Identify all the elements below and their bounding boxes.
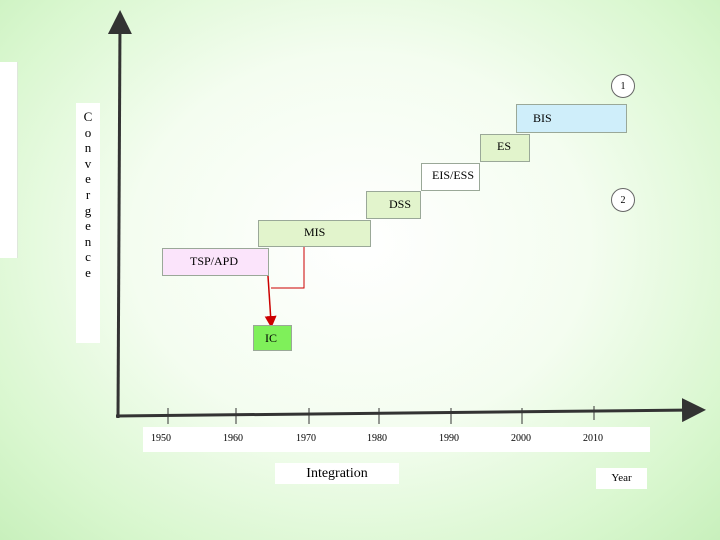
integration-label: Integration (275, 463, 399, 484)
y-letter: C (83, 109, 93, 124)
tsp-ic-arrow (264, 275, 277, 328)
stage-eis-ess: EIS/ESS (421, 163, 480, 191)
stage-tsp-apd-label: TSP/APD (190, 254, 239, 268)
y-letter: n (84, 233, 92, 249)
tick-label-1960: 1960 (223, 433, 243, 444)
stage-es: ES (480, 134, 530, 162)
tick-label-1950: 1950 (151, 433, 171, 444)
tick-label-1980: 1980 (367, 433, 387, 444)
marker-1: 1 (611, 74, 635, 98)
x-ticks (167, 406, 595, 424)
y-letter: o (84, 124, 92, 140)
stage-mis-label: MIS (304, 225, 326, 239)
y-letter: e (85, 218, 91, 234)
y-letter: g (84, 202, 92, 218)
stage-mis: MIS (258, 220, 371, 247)
mis-ic-connector (271, 246, 305, 289)
x-axis-line (115, 398, 706, 423)
side-strip (0, 62, 18, 258)
y-letter: n (84, 140, 92, 156)
tick-label-1970: 1970 (296, 433, 316, 444)
y-letter: r (85, 186, 91, 202)
stage-ic: IC (253, 325, 292, 351)
stage-dss-label: DSS (389, 197, 412, 211)
tick-label-2010: 2010 (583, 433, 603, 444)
x-tick-labels: 1950 1960 1970 1980 1990 2000 2010 (143, 427, 650, 452)
convergence-label: C o n v e r g e n c e (76, 103, 100, 343)
tick-label-1990: 1990 (439, 433, 459, 444)
stage-dss: DSS (366, 191, 421, 219)
stage-tsp-apd: TSP/APD (162, 248, 269, 276)
marker-2: 2 (611, 188, 635, 212)
y-letter: c (85, 249, 91, 265)
year-label: Year (596, 468, 647, 489)
y-letter: e (85, 264, 91, 280)
stage-ic-label: IC (265, 331, 277, 345)
tick-label-2000: 2000 (511, 433, 531, 444)
stage-bis: BIS (516, 104, 627, 133)
y-letter: v (84, 155, 92, 171)
stage-eis-ess-label: EIS/ESS (432, 168, 475, 182)
stage-es-label: ES (497, 139, 512, 153)
y-axis-line (107, 10, 132, 419)
y-letter: e (85, 171, 91, 187)
stage-bis-label: BIS (533, 111, 552, 125)
